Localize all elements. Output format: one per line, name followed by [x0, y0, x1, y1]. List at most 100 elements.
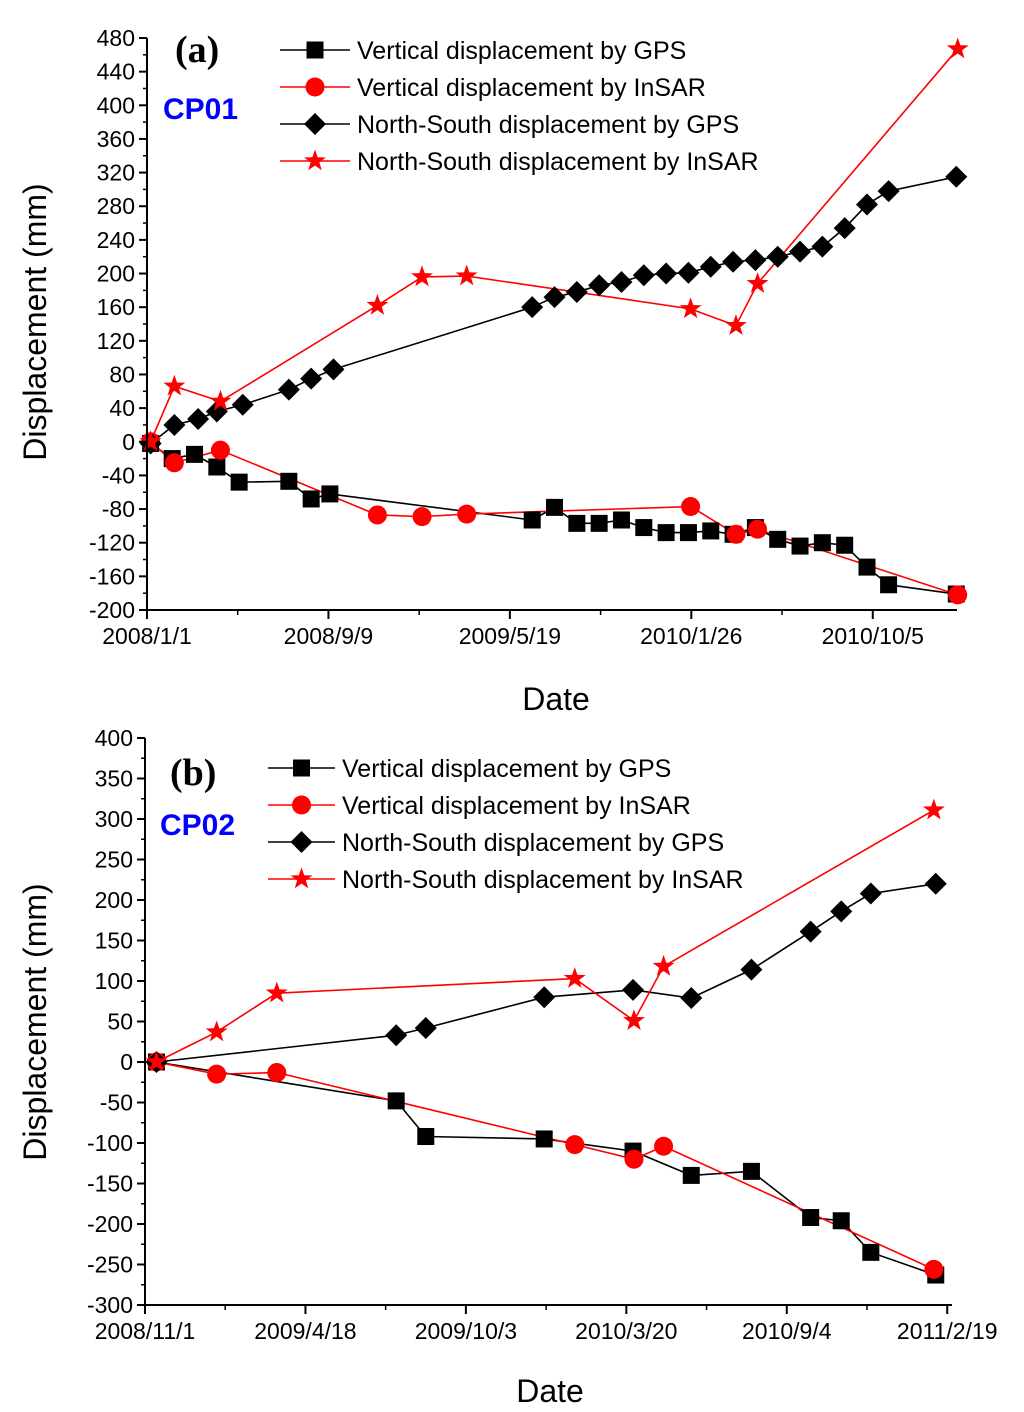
y-tick-label: -160	[89, 563, 135, 589]
data-point	[652, 954, 675, 976]
legend-marker	[304, 149, 326, 171]
data-point	[231, 393, 254, 416]
data-point	[948, 585, 968, 605]
series-line	[149, 48, 959, 443]
data-point	[366, 293, 389, 315]
y-tick-label: 320	[97, 160, 135, 186]
legend-marker	[305, 77, 325, 97]
data-point	[387, 1092, 405, 1110]
data-point	[521, 296, 544, 319]
data-point	[455, 264, 478, 286]
axes-layer: -200 -160 -120 -80 -40 0 40 80 120 160 200 240 280 32…	[89, 25, 957, 649]
data-point	[385, 1024, 408, 1047]
data-point	[523, 511, 541, 529]
chart-panel-a: -200 -160 -120 -80 -40 0 40 80 120 160 200 240 280 32…	[17, 25, 969, 717]
data-point	[546, 498, 564, 516]
y-tick-label: 240	[97, 227, 135, 253]
legend-label: North-South displacement by InSAR	[342, 866, 744, 894]
data-point	[856, 193, 878, 216]
data-point	[565, 281, 588, 304]
legend-label: Vertical displacement by InSAR	[357, 74, 706, 102]
data-point	[563, 967, 586, 988]
data-point	[766, 245, 789, 268]
legend-label: Vertical displacement by InSAR	[342, 792, 691, 820]
y-axis-title: Displacement (mm)	[17, 883, 53, 1160]
data-point	[924, 1259, 944, 1279]
data-point	[568, 514, 586, 532]
data-point	[163, 374, 186, 396]
legend-label: Vertical displacement by GPS	[342, 755, 671, 783]
legend-marker	[292, 795, 311, 815]
panel-label: (a)	[175, 29, 219, 71]
data-point	[205, 1020, 228, 1042]
legend-marker	[290, 831, 313, 853]
data-point	[187, 408, 210, 431]
legend-label: North-South displacement by GPS	[342, 829, 724, 857]
series-layer	[145, 798, 947, 1284]
data-point	[632, 264, 655, 287]
data-point	[139, 430, 162, 452]
y-tick-label: 280	[97, 193, 135, 219]
data-point	[230, 473, 248, 491]
legend-marker	[293, 759, 310, 777]
legend: Vertical displacement by GPS Vertical dis…	[268, 755, 744, 894]
station-label: CP01	[163, 93, 238, 126]
series-layer	[139, 37, 969, 605]
x-tick-label: 2010/1/26	[640, 623, 742, 649]
data-point	[722, 250, 745, 273]
y-tick-label: -50	[100, 1090, 133, 1116]
y-tick-label: -200	[89, 597, 135, 623]
data-point	[622, 978, 645, 1001]
data-point	[657, 524, 675, 542]
data-point	[565, 1135, 585, 1155]
data-point	[946, 37, 969, 59]
y-axis-title: Displacement (mm)	[17, 183, 53, 460]
x-axis-title: Date	[522, 681, 590, 717]
y-tick-label: 400	[95, 725, 133, 751]
data-point	[789, 240, 812, 263]
y-tick-label: -300	[87, 1292, 133, 1318]
data-point	[677, 261, 700, 284]
data-point	[726, 524, 746, 544]
axes-layer: -300 -250 -200 -150 -100 -50 0 50 100 150 200 250 30…	[87, 725, 998, 1344]
y-tick-label: 400	[97, 92, 135, 118]
data-point	[186, 445, 204, 463]
y-tick-label: 80	[109, 361, 135, 387]
legend-marker	[304, 113, 326, 135]
data-point	[265, 981, 288, 1003]
data-point	[302, 490, 320, 508]
data-point	[322, 358, 345, 381]
y-tick-label: 440	[97, 59, 135, 85]
x-tick-label: 2009/5/19	[459, 623, 561, 649]
data-point	[679, 297, 702, 319]
data-point	[748, 519, 768, 539]
data-point	[210, 440, 230, 460]
y-tick-label: 200	[97, 261, 135, 287]
data-point	[802, 1209, 820, 1227]
y-tick-label: 40	[109, 395, 135, 421]
data-point	[702, 522, 720, 540]
data-point	[858, 558, 876, 576]
x-tick-label: 2009/4/18	[254, 1318, 356, 1344]
chart-panel-b: -300 -250 -200 -150 -100 -50 0 50 100 150 200 250 30…	[17, 725, 998, 1409]
y-tick-label: 350	[95, 766, 133, 792]
data-point	[924, 872, 947, 895]
data-point	[300, 367, 323, 390]
data-point	[610, 270, 633, 293]
data-point	[859, 882, 882, 905]
data-point	[740, 958, 763, 981]
legend: Vertical displacement by GPS Vertical dis…	[280, 37, 759, 176]
data-point	[742, 1162, 760, 1180]
x-tick-label: 2008/1/1	[102, 623, 192, 649]
data-point	[209, 389, 232, 411]
data-point	[411, 265, 433, 287]
x-tick-label: 2010/10/5	[822, 623, 924, 649]
data-point	[163, 413, 186, 436]
x-axis-title: Date	[516, 1373, 584, 1409]
data-point	[769, 530, 787, 548]
data-point	[679, 524, 697, 542]
data-point	[833, 217, 856, 240]
y-tick-label: -150	[87, 1171, 133, 1197]
y-tick-label: 150	[95, 928, 133, 954]
